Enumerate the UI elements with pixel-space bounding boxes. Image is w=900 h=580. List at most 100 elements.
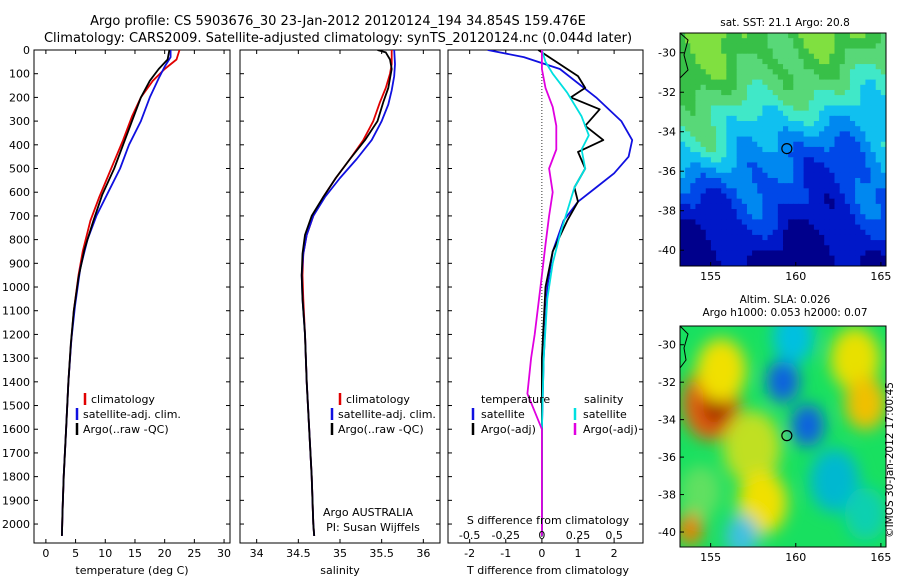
sst-cell [798,95,805,101]
sst-cell [762,209,769,215]
sst-cell [875,38,882,44]
sst-cell [819,89,825,96]
sst-cell [880,131,886,138]
sst-cell [819,43,825,50]
map-y-tick-label: -30 [658,47,676,60]
sst-cell [798,121,805,127]
sst-cell [839,162,846,169]
sst-cell [849,121,856,127]
sst-cell [690,74,697,81]
sst-cell [793,38,800,44]
sst-cell [819,48,825,55]
sst-cell [829,157,836,164]
sst-cell [741,219,748,226]
sst-cell [690,198,697,205]
sst-cell [680,105,686,112]
sst-cell [710,234,717,241]
legend-label-argo: Argo(..raw -QC) [338,423,424,436]
sst-cell [860,84,866,91]
sst-cell [700,105,707,112]
sst-cell [834,131,841,138]
sst-cell [726,110,733,117]
sst-cell [741,131,748,138]
sst-cell [839,58,846,65]
sst-cell [798,100,805,107]
sst-cell [741,100,748,107]
sst-cell [803,89,810,96]
sst-cell [870,121,877,127]
sst-cell [844,203,851,210]
sst-cell [680,64,686,70]
sst-cell [767,162,774,169]
sst-cell [839,100,846,107]
sst-cell [767,100,774,107]
sst-cell [741,203,748,210]
sst-cell [829,84,836,91]
sst-cell [746,33,753,39]
sst-cell [700,141,707,148]
sst-cell [875,260,882,266]
t-difference-label: T difference from climatology [466,564,629,577]
sst-cell [870,167,877,174]
sst-cell [772,157,779,164]
sst-cell [783,167,789,174]
sst-cell [875,193,882,200]
sst-cell [762,84,769,91]
sst-cell [803,105,810,112]
sst-cell [875,53,882,60]
sst-cell [726,234,733,241]
sst-cell [710,162,717,169]
sst-cell [829,188,836,195]
sst-cell [880,177,886,184]
sst-cell [726,167,733,174]
sst-cell [813,95,820,101]
sst-cell [824,245,830,252]
y-tick-label: 0 [23,44,30,57]
sst-cell [844,219,851,226]
sst-cell [824,115,830,122]
sst-cell [721,64,727,70]
sst-cell [721,38,727,44]
sst-cell [680,58,686,65]
sst-cell [731,69,738,76]
sst-cell [783,219,789,226]
sst-cell [726,69,733,76]
sst-cell [849,33,856,39]
sst-cell [844,209,851,215]
sst-cell [757,162,763,169]
sst-cell [844,214,851,220]
sst-cell [880,203,886,210]
sst-cell [813,198,820,205]
sst-cell [783,250,789,257]
sst-cell [710,58,717,65]
sst-cell [819,255,825,262]
sst-cell [798,203,805,210]
sst-cell [695,240,702,246]
sst-cell [829,131,836,138]
sst-cell [695,157,702,164]
sst-cell [777,110,784,117]
sst-cell [700,219,707,226]
sst-cell [767,105,774,112]
sst-cell [731,43,738,50]
sst-cell [690,126,697,132]
sst-cell [767,43,774,50]
sst-cell [741,58,748,65]
sst-cell [741,74,748,81]
sst-cell [829,255,836,262]
sst-cell [721,152,727,158]
sst-cell [855,64,861,70]
sst-cell [839,110,846,117]
legend-label-argo: Argo(..raw -QC) [83,423,169,436]
sst-cell [721,193,727,200]
sst-cell [860,48,866,55]
sst-cell [808,84,815,91]
sst-cell [726,64,733,70]
sst-cell [788,240,794,246]
sst-cell [731,48,738,55]
sst-cell [870,146,877,153]
sst-cell [716,84,722,91]
sst-cell [731,105,738,112]
sst-cell [829,79,836,86]
sst-cell [865,126,872,132]
